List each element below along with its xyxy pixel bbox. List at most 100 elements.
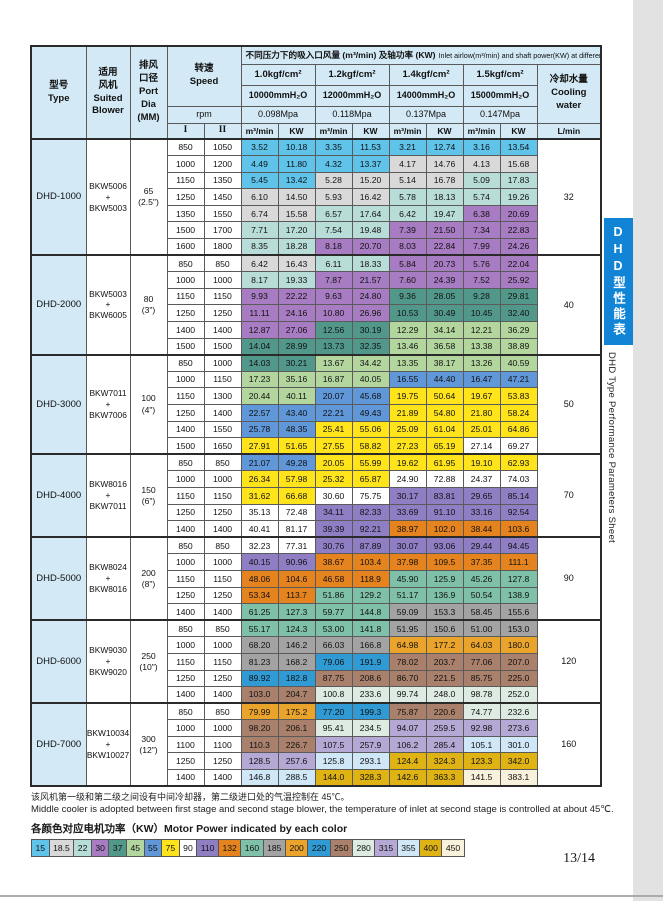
cell-speed-I: 850	[166, 254, 205, 273]
cell-speed-I: 1400	[166, 686, 205, 704]
cell-shaft-power: 111.1	[499, 553, 538, 571]
cell-shaft-power: 363.3	[425, 769, 464, 787]
cell-airflow: 51.86	[314, 586, 353, 605]
cell-airflow: 16.87	[314, 370, 353, 389]
cell-shaft-power: 34.14	[425, 321, 464, 339]
cell-speed-I: 1150	[166, 569, 205, 588]
cell-port: 100 (4")	[129, 353, 168, 455]
cell-airflow: 92.98	[462, 719, 501, 737]
table-row: 1250 1400 22.57 43.40 22.21 49.43 21.89 54.80 21…	[31, 404, 601, 422]
cell-shaft-power: 168.2	[277, 652, 316, 671]
cell-airflow: 26.34	[240, 470, 279, 488]
header-unit-kw-3: KW	[425, 122, 464, 140]
cell-shaft-power: 226.7	[277, 735, 316, 754]
cell-shaft-power: 155.6	[499, 603, 538, 621]
cell-shaft-power: 248.0	[425, 686, 464, 704]
cell-shaft-power: 29.81	[499, 287, 538, 306]
cell-airflow: 7.52	[462, 271, 501, 289]
cell-shaft-power: 328.3	[351, 769, 390, 787]
cell-shaft-power: 234.5	[351, 719, 390, 737]
cell-speed-I: 1400	[166, 520, 205, 538]
cell-shaft-power: 30.19	[351, 321, 390, 339]
cell-airflow: 24.37	[462, 470, 501, 488]
cell-shaft-power: 293.1	[351, 752, 390, 771]
cell-airflow: 12.56	[314, 321, 353, 339]
cell-speed-I: 1250	[166, 586, 205, 605]
table-row: 1400 1400 146.8 288.5 144.0 328.3 142.6 363.3 14…	[31, 769, 601, 787]
cell-model: DHD-5000	[30, 536, 87, 621]
cell-airflow: 40.41	[240, 520, 279, 538]
legend-item: 400	[419, 839, 443, 857]
cell-airflow: 39.39	[314, 520, 353, 538]
table-row: 1250 1450 6.10 14.50 5.93 16.42 5.78 18.13 5.74 1…	[31, 188, 601, 206]
cell-shaft-power: 38.17	[425, 353, 464, 372]
cell-shaft-power: 17.64	[351, 204, 390, 223]
cell-airflow: 6.42	[388, 204, 427, 223]
cell-speed-II: 850	[203, 536, 242, 555]
cell-airflow: 27.91	[240, 437, 279, 455]
cell-airflow: 9.63	[314, 287, 353, 306]
cell-shaft-power: 22.04	[499, 254, 538, 273]
cell-shaft-power: 16.43	[277, 254, 316, 273]
cell-airflow: 31.62	[240, 486, 279, 505]
cell-shaft-power: 288.5	[277, 769, 316, 787]
legend-item: 200	[284, 839, 309, 857]
cell-shaft-power: 43.40	[277, 404, 316, 422]
cell-speed-I: 850	[166, 536, 205, 555]
legend-item: 90	[178, 839, 198, 857]
cell-airflow: 6.42	[240, 254, 279, 273]
cell-shaft-power: 50.64	[425, 387, 464, 405]
legend-item: 18.5	[48, 839, 75, 857]
legend-item: 75	[161, 839, 180, 857]
cell-blower: BKW5006 + BKW5003	[85, 137, 131, 256]
legend-item: 185	[262, 839, 286, 857]
cell-shaft-power: 87.89	[351, 536, 390, 555]
cell-airflow: 21.07	[240, 453, 279, 472]
header-pressure-3: 1.4kgf/cm²	[388, 63, 464, 86]
cell-shaft-power: 45.68	[351, 387, 390, 405]
cell-speed-II: 1000	[203, 271, 242, 289]
cell-blower: BKW9030 + BKW9020	[85, 619, 131, 704]
cell-speed-II: 1050	[203, 138, 242, 157]
cell-speed-I: 1250	[166, 404, 205, 422]
cell-speed-II: 1650	[203, 437, 242, 455]
page-number: 13/14	[563, 851, 595, 866]
cell-airflow: 13.67	[314, 353, 353, 372]
cell-speed-I: 850	[166, 138, 205, 157]
cell-speed-II: 1400	[203, 321, 242, 339]
cell-shaft-power: 144.8	[351, 603, 390, 621]
cell-blower: BKW7011 + BKW7006	[85, 353, 131, 455]
cell-airflow: 46.58	[314, 569, 353, 588]
note-english: Middle cooler is adopted between first s…	[31, 804, 614, 815]
cell-speed-I: 1150	[166, 171, 205, 190]
cell-airflow: 125.8	[314, 752, 353, 771]
cell-airflow: 5.09	[462, 171, 501, 190]
header-rpm: rpm	[166, 105, 242, 124]
performance-table: 型号 Type 适用 风机 Suited Blower 排风 口径 Port D…	[30, 45, 603, 788]
cell-airflow: 58.45	[462, 603, 501, 621]
cell-airflow: 38.97	[388, 520, 427, 538]
header-title-cn: 不同压力下的吸入口风量 (m³/min) 及轴功率 (KW)	[245, 49, 436, 60]
cell-speed-II: 1000	[203, 719, 242, 737]
cell-airflow: 81.23	[240, 652, 279, 671]
header-cooling-water: 冷却水量 Cooling water	[536, 63, 602, 124]
header-speed: 转速 Speed	[166, 45, 242, 107]
cell-airflow: 8.17	[240, 271, 279, 289]
cell-airflow: 94.07	[388, 719, 427, 737]
cell-speed-II: 1000	[203, 353, 242, 372]
header-unit-flow-1: m³/min	[240, 122, 279, 140]
cell-airflow: 35.13	[240, 503, 279, 522]
cell-shaft-power: 191.9	[351, 652, 390, 671]
cell-airflow: 9.28	[462, 287, 501, 306]
cell-shaft-power: 11.80	[277, 155, 316, 173]
cell-airflow: 7.71	[240, 221, 279, 240]
cell-speed-I: 1500	[166, 437, 205, 455]
cell-airflow: 8.18	[314, 238, 353, 256]
sidebar-tab: DHD型性能表	[604, 218, 633, 345]
cell-speed-II: 1550	[203, 420, 242, 439]
cell-shaft-power: 13.42	[277, 171, 316, 190]
cell-airflow: 87.75	[314, 669, 353, 688]
cell-shaft-power: 203.7	[425, 652, 464, 671]
cell-airflow: 29.44	[462, 536, 501, 555]
cell-airflow: 29.65	[462, 486, 501, 505]
